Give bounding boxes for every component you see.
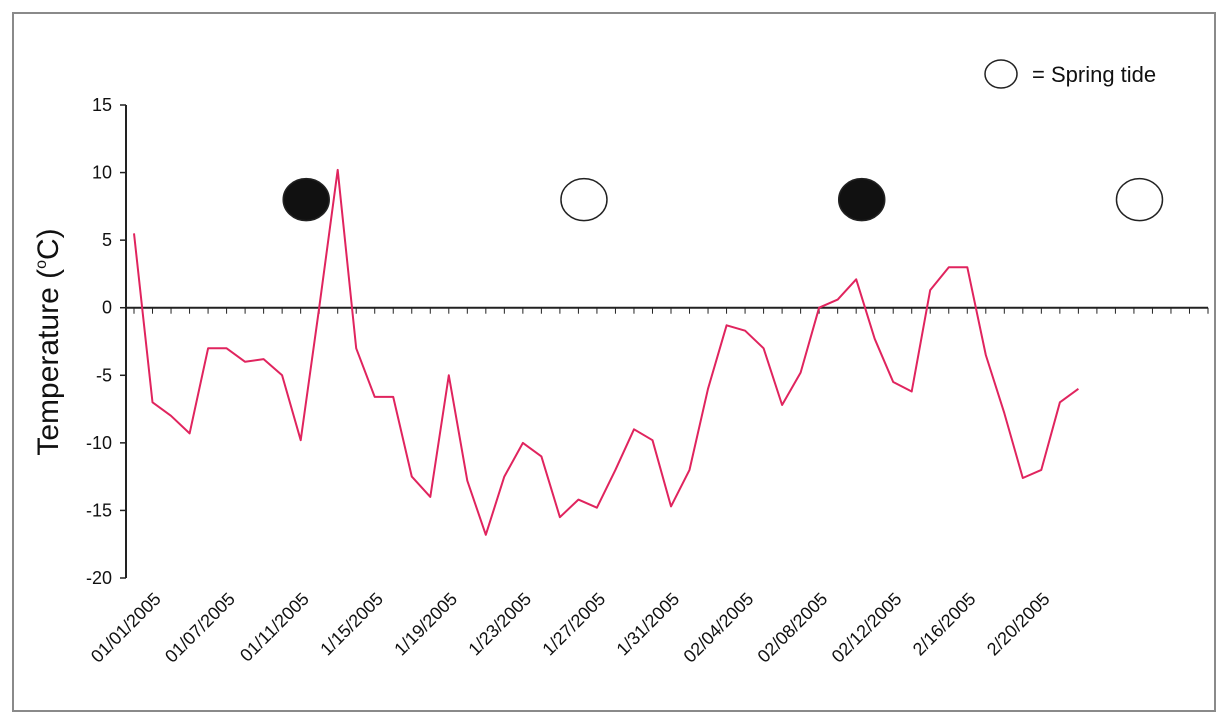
legend: = Spring tide [984,59,1156,89]
chart-frame: -20 -15 -10 -5 0 5 10 15 01/01/2005 01/07/2005 01… [12,12,1216,712]
spring-tide-marker [560,177,608,222]
y-tick-label: 10 [92,163,112,183]
y-axis-title-unit: C) [32,228,65,260]
y-axis-title-prefix: Temperature ( [32,269,65,456]
filled-tide-marker [837,177,886,222]
y-tick-label: -5 [96,365,112,385]
x-tick-label: 1/27/2005 [538,589,609,660]
x-tick-label: 01/01/2005 [87,589,165,667]
y-tick-label: -20 [86,568,112,588]
y-tick-label: -15 [86,500,112,520]
series-group [133,168,1079,536]
spring-tide-marker [1115,177,1164,222]
x-tick-label: 1/19/2005 [390,589,461,660]
legend-symbol [984,59,1018,89]
x-tick-label: 01/11/2005 [236,589,313,666]
filled-tide-marker [282,177,330,222]
x-tick-label: 1/15/2005 [316,589,387,660]
tide-markers [282,177,1164,222]
y-tick-label: -10 [86,433,112,453]
x-tick-label: 02/04/2005 [680,589,758,667]
y-tick-label: 0 [102,298,112,318]
y-axis-title-degree: o [33,260,50,269]
y-axis-title: Temperature (oC) [32,228,65,455]
axes [125,105,1208,578]
x-tick-label: 2/20/2005 [983,589,1054,660]
y-tick-label: 5 [102,230,112,250]
x-tick-label: 1/23/2005 [464,589,535,660]
x-tick-label: 1/31/2005 [613,589,684,660]
legend-label: = Spring tide [1032,62,1156,87]
temperature-line [133,168,1079,536]
y-tick-label: 15 [92,95,112,115]
x-tick-label: 02/12/2005 [828,589,906,667]
y-axis-ticks: -20 -15 -10 -5 0 5 10 15 [86,95,126,588]
x-tick-label: 02/08/2005 [754,589,832,667]
x-tick-label: 2/16/2005 [909,589,980,660]
temperature-line-chart: -20 -15 -10 -5 0 5 10 15 01/01/200501/07/200501… [32,59,1209,667]
x-tick-label: 01/07/2005 [161,589,239,667]
